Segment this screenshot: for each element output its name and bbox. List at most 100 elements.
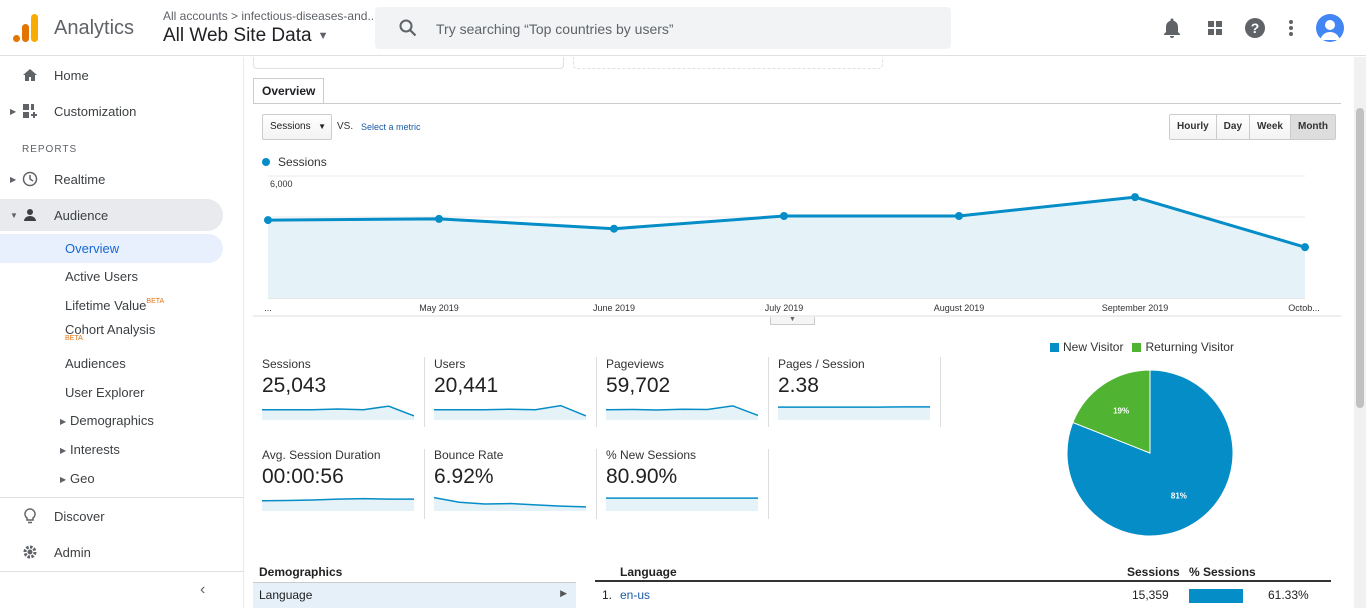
sparkline-area (778, 406, 930, 420)
analytics-logo-icon[interactable] (13, 14, 39, 42)
metric-select[interactable]: Sessions ▼ (262, 114, 332, 140)
stat-name: Bounce Rate (434, 448, 504, 462)
sidebar-subitem-audiences[interactable]: Audiences (65, 356, 126, 371)
stat-sparkline (262, 405, 414, 420)
stat-card[interactable]: Pages / Session 2.38 (778, 357, 948, 420)
pie-slice-new-visitor[interactable] (1066, 369, 1234, 537)
pie-slice-returning-visitor[interactable] (1072, 369, 1151, 454)
table-header-rule (595, 580, 1331, 582)
data-point[interactable] (610, 224, 618, 233)
stat-card[interactable]: Avg. Session Duration 00:00:56 (262, 448, 432, 511)
sidebar-subitem-interests[interactable]: Interests (70, 442, 120, 457)
sparkline-line (434, 496, 586, 508)
sidebar-item-home[interactable]: Home (0, 59, 223, 91)
stat-name: Avg. Session Duration (262, 448, 381, 462)
account-avatar[interactable] (1316, 14, 1344, 42)
period-week-button[interactable]: Week (1250, 115, 1291, 139)
card-remnant (573, 57, 883, 69)
legend-label: Sessions (278, 155, 327, 169)
sidebar-subitem-geo[interactable]: Geo (70, 471, 95, 486)
stat-separator (768, 357, 769, 427)
sparkline-line (434, 404, 586, 417)
apps-grid-icon[interactable] (1203, 16, 1227, 40)
pct-sessions-col-header[interactable]: % Sessions (1189, 565, 1256, 579)
sidebar-item-label: Home (54, 67, 89, 83)
top-bar: Analytics All accounts > infectious-dise… (0, 0, 1366, 56)
data-point[interactable] (435, 214, 443, 223)
stat-separator (596, 357, 597, 427)
expand-arrow-icon: ▶ (10, 174, 17, 184)
chevron-right-icon: ▶ (560, 588, 567, 598)
sidebar-subitem-lifetime-value[interactable]: Lifetime ValueBETA (65, 298, 164, 313)
pie-legend: New Visitor Returning Visitor (1050, 340, 1234, 354)
pie-legend-returning-visitor[interactable]: Returning Visitor (1132, 340, 1234, 354)
sparkline-line (262, 405, 414, 417)
notifications-bell-icon[interactable] (1160, 16, 1184, 40)
sparkline-line (606, 405, 758, 417)
stat-name: Pages / Session (778, 357, 865, 371)
search-input[interactable]: Try searching “Top countries by users” (375, 7, 951, 49)
stat-sparkline (778, 406, 930, 420)
sidebar-item-discover[interactable]: Discover (0, 500, 223, 532)
property-name: All Web Site Data (163, 25, 312, 46)
stat-card[interactable]: Pageviews 59,702 (606, 357, 776, 420)
stat-value: 20,441 (434, 374, 499, 397)
data-point[interactable] (1131, 193, 1139, 202)
stat-card[interactable]: Sessions 25,043 (262, 357, 432, 420)
collapse-sidebar-chevron-left-icon[interactable]: ‹ (200, 581, 206, 598)
stat-name: Sessions (262, 357, 311, 371)
sidebar-subitem-demographics[interactable]: Demographics (70, 413, 154, 428)
search-placeholder: Try searching “Top countries by users” (436, 21, 674, 37)
select-metric-link[interactable]: Select a metric (361, 122, 421, 132)
caret-down-icon: ▼ (317, 29, 329, 42)
stat-card[interactable]: Users 20,441 (434, 357, 604, 420)
pie-slice-label: 19% (1113, 406, 1129, 415)
period-month-button[interactable]: Month (1290, 115, 1335, 139)
tab-overview[interactable]: Overview (253, 78, 325, 104)
sparkline-area (606, 405, 758, 420)
data-point[interactable] (780, 212, 788, 220)
account-breadcrumb[interactable]: All accounts > infectious-diseases-and..… (163, 9, 378, 23)
beta-badge: BETA (65, 335, 83, 342)
demographics-row-language[interactable]: Language ▶ (253, 582, 576, 608)
page-scrollbar[interactable] (1354, 57, 1366, 608)
svg-text:?: ? (1251, 20, 1260, 36)
row-language-link[interactable]: en-us (620, 588, 651, 602)
scrollbar-thumb[interactable] (1356, 108, 1364, 408)
expand-arrow-icon: ▶ (10, 106, 17, 116)
property-selector[interactable]: All Web Site Data ▼ (163, 25, 328, 47)
sidebar-divider (0, 497, 244, 498)
sessions-col-header[interactable]: Sessions (1127, 565, 1180, 579)
stat-sparkline (606, 497, 758, 511)
stat-name: Pageviews (606, 357, 665, 371)
sidebar-item-customization[interactable]: ▶ Customization (0, 95, 223, 127)
stat-card[interactable]: % New Sessions 80.90% (606, 448, 776, 511)
sparkline-area (262, 406, 414, 420)
pie-legend-new-visitor[interactable]: New Visitor (1050, 340, 1123, 354)
sparkline-area (434, 405, 586, 420)
sidebar-subitem-overview[interactable] (0, 234, 223, 263)
sidebar-item-audience[interactable]: ▼ Audience (0, 199, 223, 231)
lightbulb-icon (24, 508, 36, 524)
clock-icon (22, 171, 38, 187)
data-point[interactable] (955, 212, 963, 220)
more-vert-icon[interactable] (1279, 16, 1303, 40)
sidebar-item-realtime[interactable]: ▶ Realtime (0, 163, 223, 195)
chart-resize-handle[interactable]: ▼ (770, 316, 815, 325)
data-point[interactable] (264, 216, 272, 225)
stat-card[interactable]: Bounce Rate 6.92% (434, 448, 604, 511)
sidebar-subitem-overview-label[interactable]: Overview (65, 241, 120, 256)
app-name: Analytics (54, 17, 135, 39)
stat-name: Users (434, 357, 466, 371)
sidebar-item-admin[interactable]: Admin (0, 536, 223, 568)
home-icon (23, 69, 37, 81)
period-day-button[interactable]: Day (1216, 115, 1251, 139)
sidebar-subitem-cohort-analysis[interactable]: Cohort Analysis BETA (65, 322, 155, 342)
sidebar-subitem-active-users[interactable]: Active Users (65, 269, 138, 284)
sidebar-subitem-user-explorer[interactable]: User Explorer (65, 385, 145, 400)
stat-separator (940, 357, 941, 427)
period-hourly-button[interactable]: Hourly (1170, 115, 1217, 139)
sparkline-area (606, 498, 758, 511)
data-point[interactable] (1301, 243, 1309, 252)
help-icon[interactable]: ? (1243, 16, 1267, 40)
